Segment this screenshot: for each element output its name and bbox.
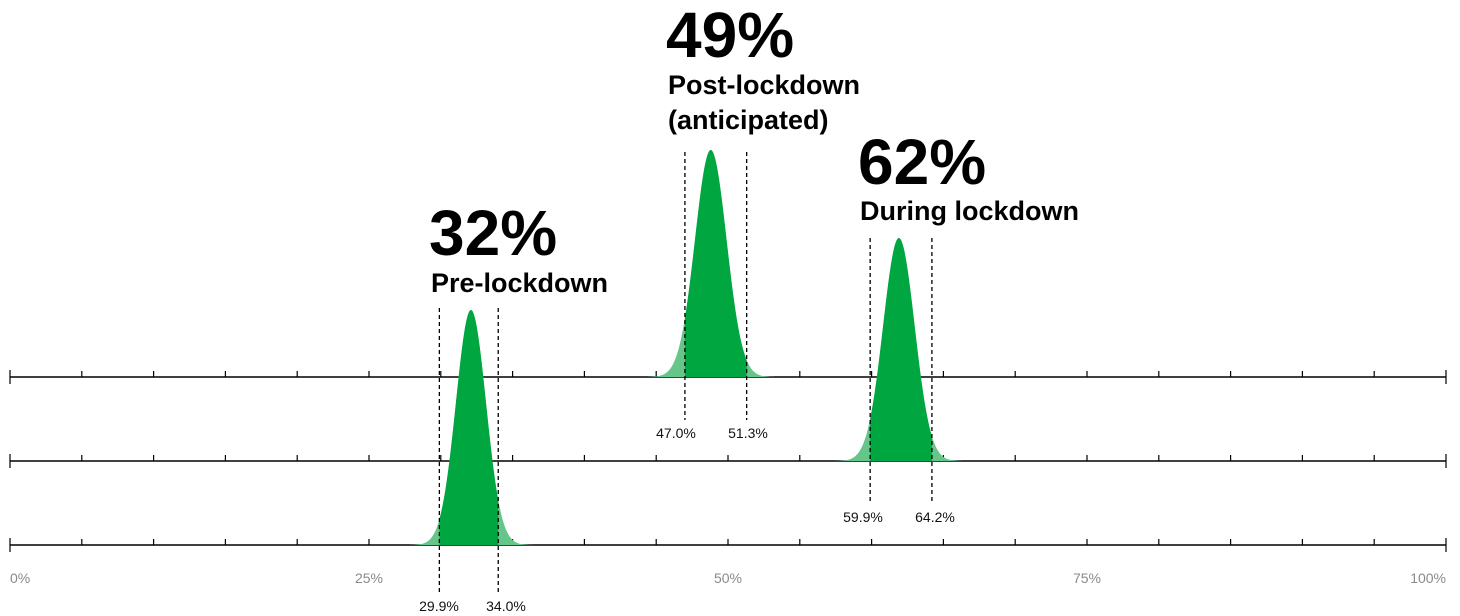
x-tick-label-25: 25%	[355, 570, 383, 586]
x-tick-labels: 0% 25% 50% 75% 100%	[10, 570, 1446, 586]
x-tick-label-50: 50%	[714, 570, 742, 586]
x-tick-label-75: 75%	[1073, 570, 1101, 586]
during-lockdown-labels: 62% During lockdown 59.9% 64.2%	[843, 126, 1079, 525]
pre-distribution-ci	[439, 310, 499, 545]
post-distribution-ci	[684, 150, 747, 377]
pre-lockdown-labels: 32% Pre-lockdown 29.9% 34.0%	[419, 197, 608, 614]
during-lockdown-ci-high: 64.2%	[915, 509, 955, 525]
x-tick-label-0: 0%	[10, 570, 30, 586]
post-lockdown-ci-high: 51.3%	[728, 425, 768, 441]
annotations	[438, 152, 933, 592]
post-lockdown-value: 49%	[666, 0, 794, 71]
x-tick-label-100: 100%	[1410, 570, 1446, 586]
during-lockdown-value: 62%	[858, 126, 986, 198]
axes	[9, 370, 1447, 552]
during-distribution-ci	[870, 238, 932, 461]
post-lockdown-label-line1: Post-lockdown	[668, 70, 860, 100]
distribution-curves	[407, 150, 966, 545]
post-lockdown-labels: 49% Post-lockdown (anticipated) 47.0% 51…	[656, 0, 860, 441]
post-lockdown-label-line2: (anticipated)	[668, 105, 829, 135]
pre-lockdown-ci-low: 29.9%	[419, 598, 459, 614]
pre-lockdown-label: Pre-lockdown	[431, 268, 608, 298]
pre-lockdown-ci-high: 34.0%	[486, 598, 526, 614]
during-lockdown-ci-low: 59.9%	[843, 509, 883, 525]
post-lockdown-ci-low: 47.0%	[656, 425, 696, 441]
pre-lockdown-value: 32%	[429, 197, 557, 269]
during-lockdown-label: During lockdown	[860, 196, 1079, 226]
